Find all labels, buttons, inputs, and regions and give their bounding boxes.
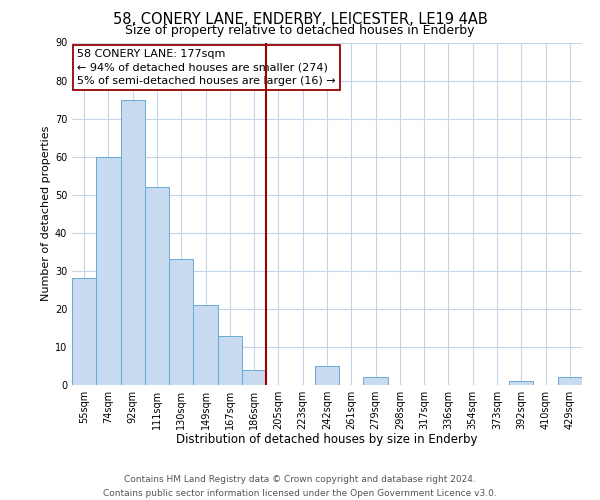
Y-axis label: Number of detached properties: Number of detached properties — [41, 126, 50, 302]
X-axis label: Distribution of detached houses by size in Enderby: Distribution of detached houses by size … — [176, 434, 478, 446]
Text: 58 CONERY LANE: 177sqm
← 94% of detached houses are smaller (274)
5% of semi-det: 58 CONERY LANE: 177sqm ← 94% of detached… — [77, 50, 336, 86]
Text: 58, CONERY LANE, ENDERBY, LEICESTER, LE19 4AB: 58, CONERY LANE, ENDERBY, LEICESTER, LE1… — [113, 12, 487, 28]
Bar — [145, 187, 169, 385]
Bar — [242, 370, 266, 385]
Bar — [218, 336, 242, 385]
Text: Size of property relative to detached houses in Enderby: Size of property relative to detached ho… — [125, 24, 475, 37]
Text: Contains HM Land Registry data © Crown copyright and database right 2024.
Contai: Contains HM Land Registry data © Crown c… — [103, 476, 497, 498]
Bar — [193, 305, 218, 385]
Bar — [364, 378, 388, 385]
Bar — [509, 381, 533, 385]
Bar — [96, 156, 121, 385]
Bar — [72, 278, 96, 385]
Bar — [315, 366, 339, 385]
Bar — [169, 260, 193, 385]
Bar — [121, 100, 145, 385]
Bar — [558, 378, 582, 385]
